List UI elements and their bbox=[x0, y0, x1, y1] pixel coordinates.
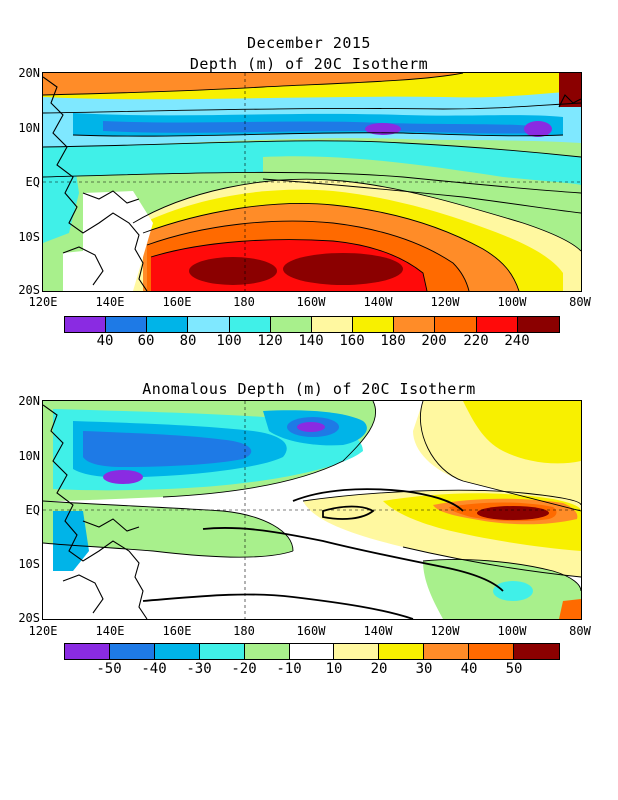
top-x-tick-3: 180 bbox=[233, 295, 255, 309]
bottom-x-tick-3: 180 bbox=[233, 624, 255, 638]
top-x-tick-0: 120E bbox=[28, 295, 58, 309]
bottom-zero-contour bbox=[142, 488, 504, 619]
top-y-tick-2: EQ bbox=[25, 175, 40, 189]
bottom-y-tick-2: EQ bbox=[25, 503, 40, 517]
top-colorbar-swatch-2 bbox=[147, 317, 189, 332]
top-grid bbox=[43, 73, 581, 291]
top-map-panel bbox=[42, 72, 582, 292]
top-y-tick-3: 10S bbox=[18, 230, 40, 244]
bottom-cb-label-9: 50 bbox=[505, 661, 523, 677]
top-x-tick-4: 160W bbox=[296, 295, 326, 309]
top-x-tick-1: 140E bbox=[95, 295, 125, 309]
bottom-cb-label-7: 30 bbox=[415, 661, 433, 677]
bottom-x-tick-0: 120E bbox=[28, 624, 58, 638]
bottom-map-panel bbox=[42, 400, 582, 620]
top-colorbar-swatch-5 bbox=[270, 317, 312, 332]
top-colorbar-swatch-11 bbox=[517, 317, 559, 332]
bottom-y-tick-4: 20S bbox=[18, 611, 40, 625]
top-y-tick-0: 20N bbox=[18, 66, 40, 80]
bottom-colorbar-swatch-0 bbox=[65, 644, 110, 659]
bottom-cb-label-2: -30 bbox=[186, 661, 212, 677]
bottom-x-tick-1: 140E bbox=[95, 624, 125, 638]
bottom-cb-label-0: -50 bbox=[96, 661, 122, 677]
top-cb-label-2: 80 bbox=[179, 333, 197, 349]
bottom-colorbar-swatch-3 bbox=[199, 644, 245, 659]
top-colorbar-swatch-10 bbox=[476, 317, 518, 332]
bottom-grid bbox=[43, 401, 581, 619]
bottom-colorbar-swatch-8 bbox=[424, 644, 470, 659]
bottom-y-tick-1: 10N bbox=[18, 449, 40, 463]
bottom-coastline bbox=[43, 404, 148, 619]
top-y-tick-1: 10N bbox=[18, 121, 40, 135]
top-depth-field bbox=[43, 73, 581, 291]
top-colorbar-swatch-9 bbox=[435, 317, 477, 332]
top-cb-label-9: 220 bbox=[463, 333, 489, 349]
top-y-tick-4: 20S bbox=[18, 283, 40, 297]
bottom-cb-label-1: -40 bbox=[141, 661, 167, 677]
bottom-anomaly-field bbox=[43, 401, 581, 619]
bottom-cb-label-8: 40 bbox=[460, 661, 478, 677]
bottom-y-tick-0: 20N bbox=[18, 394, 40, 408]
top-cb-label-3: 100 bbox=[216, 333, 242, 349]
top-colorbar-swatch-1 bbox=[106, 317, 148, 332]
bottom-colorbar-swatch-1 bbox=[109, 644, 155, 659]
bottom-cb-label-5: 10 bbox=[325, 661, 343, 677]
bottom-x-tick-7: 100W bbox=[497, 624, 527, 638]
top-coastline bbox=[43, 76, 581, 291]
top-colorbar-swatch-0 bbox=[65, 317, 107, 332]
top-cb-label-6: 160 bbox=[339, 333, 365, 349]
bottom-colorbar-swatch-5 bbox=[289, 644, 335, 659]
top-colorbar-swatch-3 bbox=[188, 317, 230, 332]
top-colorbar-swatch-8 bbox=[394, 317, 436, 332]
bottom-colorbar bbox=[64, 643, 560, 660]
bottom-colorbar-swatch-2 bbox=[154, 644, 200, 659]
bottom-x-tick-6: 120W bbox=[430, 624, 460, 638]
bottom-colorbar-swatch-10 bbox=[514, 644, 559, 659]
bottom-colorbar-swatch-4 bbox=[244, 644, 290, 659]
bottom-x-tick-5: 140W bbox=[363, 624, 393, 638]
bottom-x-tick-8: 80W bbox=[569, 624, 591, 638]
top-cb-label-7: 180 bbox=[380, 333, 406, 349]
bottom-cb-label-4: -10 bbox=[276, 661, 302, 677]
top-x-tick-6: 120W bbox=[430, 295, 460, 309]
top-cb-label-4: 120 bbox=[257, 333, 283, 349]
bottom-colorbar-swatch-9 bbox=[469, 644, 515, 659]
bottom-x-tick-4: 160W bbox=[296, 624, 326, 638]
top-colorbar bbox=[64, 316, 560, 333]
top-cb-label-1: 60 bbox=[137, 333, 155, 349]
top-cb-label-5: 140 bbox=[298, 333, 324, 349]
top-x-tick-5: 140W bbox=[363, 295, 393, 309]
top-x-tick-7: 100W bbox=[497, 295, 527, 309]
top-cb-label-0: 40 bbox=[96, 333, 114, 349]
top-colorbar-swatch-4 bbox=[229, 317, 271, 332]
top-colorbar-swatch-7 bbox=[353, 317, 395, 332]
top-cb-label-8: 200 bbox=[421, 333, 447, 349]
top-title-line1: December 2015 bbox=[247, 34, 371, 52]
bottom-colorbar-swatch-7 bbox=[379, 644, 425, 659]
top-x-tick-2: 160E bbox=[162, 295, 192, 309]
top-colorbar-swatch-6 bbox=[311, 317, 354, 332]
bottom-y-tick-3: 10S bbox=[18, 557, 40, 571]
top-x-tick-8: 80W bbox=[569, 295, 591, 309]
bottom-cb-label-3: -20 bbox=[231, 661, 257, 677]
bottom-title: Anomalous Depth (m) of 20C Isotherm bbox=[142, 380, 476, 398]
bottom-colorbar-swatch-6 bbox=[334, 644, 380, 659]
bottom-cb-label-6: 20 bbox=[370, 661, 388, 677]
bottom-x-tick-2: 160E bbox=[162, 624, 192, 638]
top-title-line2: Depth (m) of 20C Isotherm bbox=[189, 55, 429, 73]
top-cb-label-10: 240 bbox=[504, 333, 530, 349]
